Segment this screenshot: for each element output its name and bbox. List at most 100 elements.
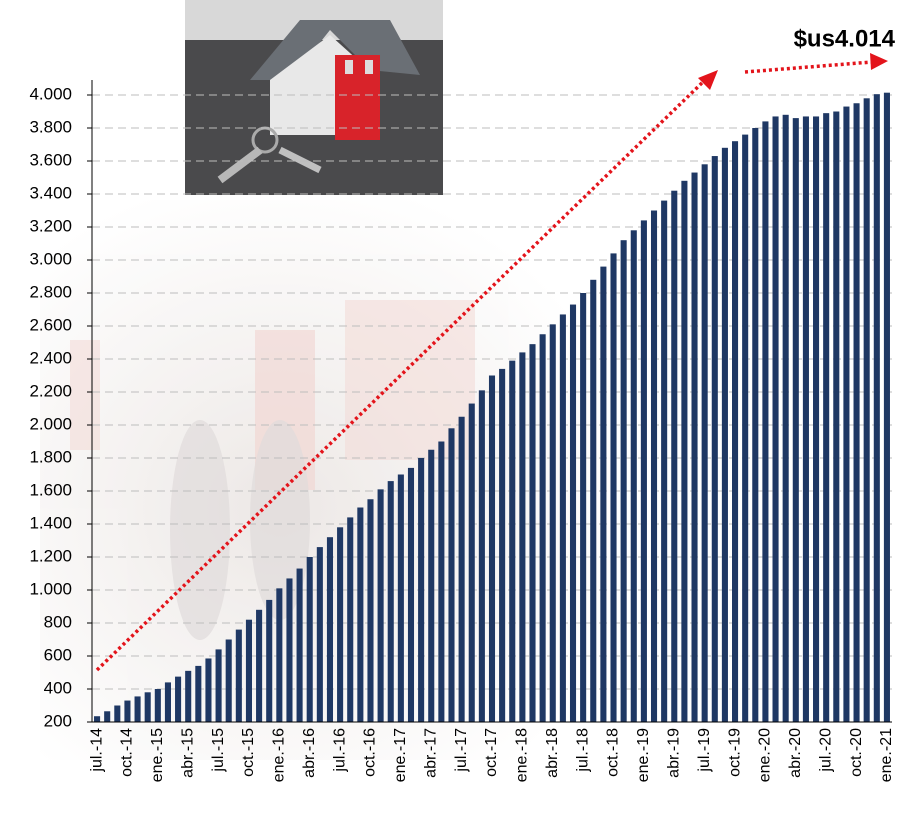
bar: [773, 116, 779, 722]
y-tick-label: 2.600: [29, 315, 72, 334]
bar: [621, 240, 627, 722]
y-tick-label: 600: [44, 645, 72, 664]
bar: [884, 93, 890, 722]
bar: [590, 280, 596, 722]
bar: [610, 253, 616, 722]
bar: [205, 658, 211, 722]
x-tick-label: abr.-20: [787, 728, 804, 778]
bar: [499, 369, 505, 722]
x-tick-label: oct.-20: [848, 728, 865, 777]
bar: [641, 220, 647, 722]
bar: [175, 677, 181, 722]
house-image: [185, 0, 443, 195]
bar: [661, 201, 667, 722]
y-tick-label: 1.400: [29, 513, 72, 532]
bar: [702, 164, 708, 722]
annotation: $us4.014: [794, 25, 896, 52]
bar: [226, 640, 232, 723]
bar: [448, 428, 454, 722]
bar: [155, 689, 161, 722]
y-tick-label: 1.600: [29, 480, 72, 499]
x-tick-label: abr.-17: [422, 728, 439, 778]
x-tick-label: oct.-19: [726, 728, 743, 777]
bar: [742, 135, 748, 722]
bar: [135, 696, 141, 722]
bar: [864, 98, 870, 722]
bar: [762, 121, 768, 722]
x-tick-label: oct.-16: [362, 728, 379, 777]
bar: [712, 156, 718, 722]
x-tick-label: ene.-16: [271, 728, 288, 782]
x-tick-label: ene.-15: [149, 728, 166, 782]
bar: [276, 588, 282, 722]
bar: [489, 376, 495, 723]
bar: [327, 537, 333, 722]
bar: [337, 527, 343, 722]
bar: [803, 116, 809, 722]
bar: [246, 620, 252, 722]
bar: [145, 692, 151, 722]
x-tick-label: jul.-17: [453, 728, 470, 773]
bar: [519, 352, 525, 722]
bar: [286, 578, 292, 722]
bar: [124, 701, 130, 722]
bar: [580, 293, 586, 722]
bar: [732, 141, 738, 722]
y-tick-label: 2.800: [29, 282, 72, 301]
x-tick-label: abr.-15: [179, 728, 196, 778]
bar: [874, 94, 880, 722]
x-tick-label: jul.-14: [88, 728, 105, 773]
bar: [469, 404, 475, 722]
x-tick-label: jul.-20: [817, 728, 834, 773]
bar: [357, 508, 363, 723]
bar: [94, 716, 100, 722]
bar: [307, 557, 313, 722]
x-tick-label: abr.-16: [301, 728, 318, 778]
bar: [540, 334, 546, 722]
y-tick-label: 1.800: [29, 447, 72, 466]
x-tick-label: ene.-19: [635, 728, 652, 782]
bar: [651, 211, 657, 723]
x-tick-label: oct.-18: [605, 728, 622, 777]
bar: [256, 610, 262, 722]
bar: [347, 517, 353, 722]
chart: 2004006008001.0001.2001.4001.6001.8002.0…: [0, 0, 902, 818]
bar: [216, 649, 222, 722]
bar: [195, 666, 201, 722]
y-tick-label: 200: [44, 711, 72, 730]
bar: [691, 173, 697, 722]
x-tick-label: ene.-17: [392, 728, 409, 782]
x-tick-label: oct.-14: [119, 728, 136, 777]
bar: [560, 314, 566, 722]
y-tick-label: 1.200: [29, 546, 72, 565]
x-tick-label: ene.-18: [514, 728, 531, 782]
bar: [479, 390, 485, 722]
bar: [388, 481, 394, 722]
y-tick-label: 3.800: [29, 117, 72, 136]
bar: [104, 711, 110, 722]
x-tick-label: ene.-21: [878, 728, 895, 782]
bar: [833, 112, 839, 723]
y-tick-label: 2.200: [29, 381, 72, 400]
bar: [752, 128, 758, 722]
bar: [783, 115, 789, 722]
bar: [631, 230, 637, 722]
x-tick-label: abr.-19: [665, 728, 682, 778]
y-tick-label: 4.000: [29, 84, 72, 103]
bar: [418, 458, 424, 722]
bar: [813, 116, 819, 722]
y-tick-label: 1.000: [29, 579, 72, 598]
bar: [408, 468, 414, 722]
bar: [459, 417, 465, 722]
bar: [823, 113, 829, 722]
x-tick-label: jul.-18: [574, 728, 591, 773]
x-tick-label: abr.-18: [544, 728, 561, 778]
bar: [843, 107, 849, 722]
y-tick-label: 400: [44, 678, 72, 697]
y-tick-label: 3.200: [29, 216, 72, 235]
bar: [266, 600, 272, 722]
bar: [550, 324, 556, 722]
bar: [317, 547, 323, 722]
bar: [529, 344, 535, 722]
y-tick-label: 3.400: [29, 183, 72, 202]
